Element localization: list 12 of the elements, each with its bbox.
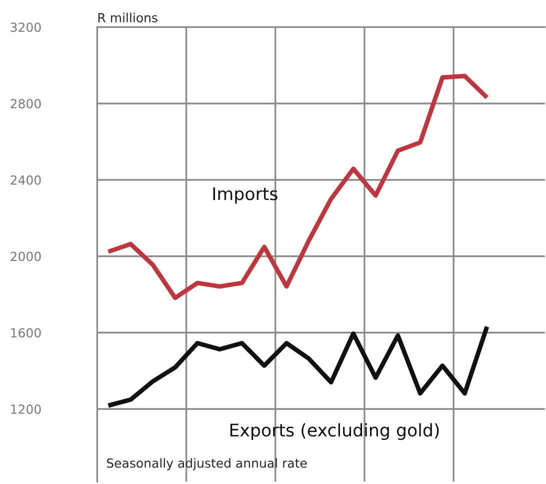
y-tick-label: 3200 [10,22,41,32]
y-tick-label: 2800 [10,98,41,108]
line-series [106,74,490,300]
y-axis-title: R millions [98,12,158,22]
text: Imports [213,187,278,204]
annotation: Seasonally adjusted annual rate [106,458,307,470]
y-tick-label: 2400 [10,175,41,185]
y-tick-label: 2000 [10,252,41,262]
y-tick-label: 1600 [11,328,41,338]
text: Exports (excluding gold) [230,423,439,440]
line-series [106,324,490,408]
y-tick-label: 1200 [11,404,41,414]
